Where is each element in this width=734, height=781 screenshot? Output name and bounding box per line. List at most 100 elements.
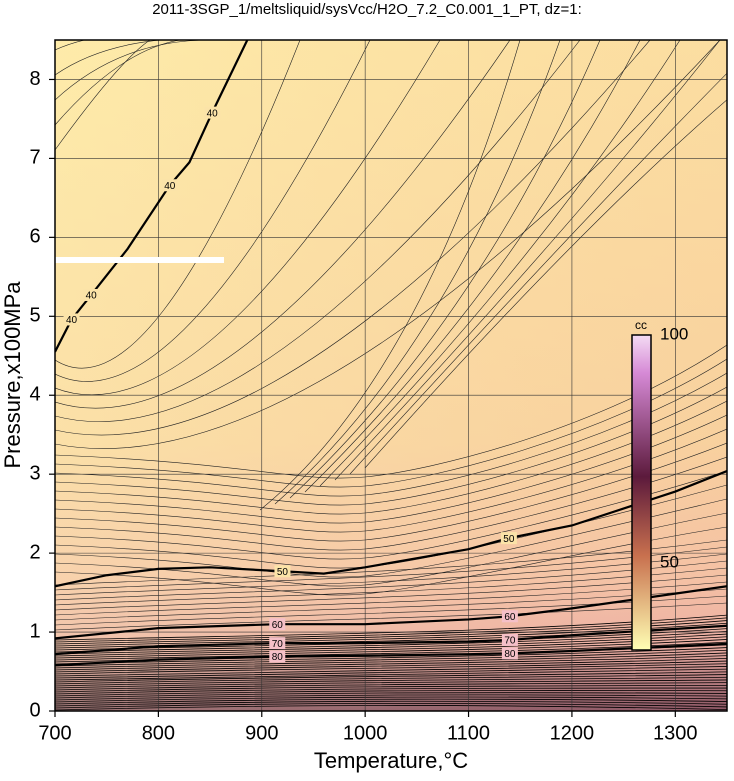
dense-contour xyxy=(55,702,727,709)
thin-contour xyxy=(55,574,727,611)
contour-label: 50 xyxy=(503,534,515,545)
contour-label-bg xyxy=(501,610,518,623)
thin-contour xyxy=(55,40,151,151)
x-tick-label: 1000 xyxy=(343,722,388,744)
colorbar-tick-label: 50 xyxy=(660,553,679,572)
thin-contour xyxy=(259,40,521,511)
thin-contour xyxy=(55,539,727,586)
y-tick-label: 0 xyxy=(29,699,40,721)
y-tick-label: 1 xyxy=(29,620,40,642)
dense-contour xyxy=(55,687,727,695)
colorbar-label: cc xyxy=(635,318,647,332)
thin-contour xyxy=(55,546,727,591)
thin-contour xyxy=(304,40,641,493)
contour-label-bg xyxy=(204,106,221,119)
thin-contour xyxy=(55,588,727,621)
plot-frame xyxy=(54,39,728,712)
thin-contour xyxy=(274,40,561,505)
dense-contour xyxy=(55,679,727,689)
colorbar-tick-label: 100 xyxy=(660,324,688,343)
contour-line xyxy=(55,469,727,588)
contour-label-bg xyxy=(500,532,517,545)
dense-contour xyxy=(55,652,727,669)
x-tick-label: 900 xyxy=(245,722,278,744)
contour-label: 70 xyxy=(272,639,284,650)
thin-contour xyxy=(55,40,651,436)
dense-contour xyxy=(55,705,727,711)
dense-contour xyxy=(55,682,727,691)
dense-contour xyxy=(55,660,727,675)
contour-label: 50 xyxy=(277,567,289,578)
chart-title: 2011-3SGP_1/meltsliquid/sysVcc/H2O_7.2_C… xyxy=(152,1,582,18)
contour-label-bg xyxy=(274,565,291,578)
dense-contour xyxy=(55,694,727,701)
y-tick-label: 3 xyxy=(29,462,40,484)
thin-contour xyxy=(289,40,601,499)
contour-label-bg xyxy=(269,637,286,650)
x-tick-label: 1100 xyxy=(447,722,490,744)
dense-contour xyxy=(55,647,727,665)
dense-contour xyxy=(55,676,727,687)
thin-contour xyxy=(55,560,727,601)
dense-contour xyxy=(55,671,727,683)
dense-contour xyxy=(55,649,727,667)
contour-label: 40 xyxy=(86,291,98,302)
y-tick-label: 2 xyxy=(29,541,40,563)
thin-contour xyxy=(55,40,270,51)
contour-label: 70 xyxy=(504,636,516,647)
contour-label: 60 xyxy=(504,612,516,623)
contour-line xyxy=(55,624,727,656)
contour-label-bg xyxy=(269,650,286,663)
x-tick-label: 1200 xyxy=(550,722,595,744)
contours: 40 40 40 40 50 50 60 60 70 70 80 80 xyxy=(55,40,727,667)
dense-contour xyxy=(55,692,727,699)
y-tick-label: 5 xyxy=(29,305,40,327)
thin-contour xyxy=(55,40,240,76)
contour-label-bg xyxy=(161,179,178,192)
contour-label: 60 xyxy=(272,620,284,631)
thin-contour xyxy=(55,602,727,631)
thin-contour xyxy=(334,40,721,481)
colorbar xyxy=(631,334,652,651)
axes: 700 800 900 1000 1100 1200 1300 0 1 2 3 4 5 6 7 8 xyxy=(29,68,697,745)
thin-contour xyxy=(349,72,727,475)
y-tick-label: 8 xyxy=(29,68,40,90)
x-tick-label: 700 xyxy=(38,722,71,744)
contour-label-bg xyxy=(63,313,80,326)
y-tick-label: 7 xyxy=(29,147,40,169)
thin-contour xyxy=(298,40,300,41)
contour-label-bg xyxy=(83,288,100,301)
contour-label-bg xyxy=(501,633,518,646)
dense-contour xyxy=(55,700,727,707)
contour-label: 80 xyxy=(272,652,284,663)
dense-contour xyxy=(55,690,727,697)
contour-label: 40 xyxy=(207,108,219,119)
contour-label: 80 xyxy=(504,649,516,660)
thin-contour xyxy=(55,40,511,409)
y-axis-label: Pressure,x100MPa xyxy=(0,281,25,469)
thin-contour xyxy=(319,40,681,487)
dense-contour xyxy=(55,698,727,705)
dense-contour xyxy=(55,657,727,673)
grid xyxy=(55,40,727,711)
x-tick-label: 1300 xyxy=(653,722,698,744)
dense-contour xyxy=(55,696,727,703)
dense-contour xyxy=(55,674,727,685)
thin-contour xyxy=(55,40,581,422)
thin-contour xyxy=(55,40,181,126)
y-tick-label: 6 xyxy=(29,226,40,248)
thin-contour xyxy=(55,553,727,596)
contour-line xyxy=(55,642,727,667)
thin-contour xyxy=(55,40,301,369)
thin-contour xyxy=(55,40,211,101)
contour-line xyxy=(55,585,727,640)
x-axis-label: Temperature,°C xyxy=(314,748,468,773)
dense-contour xyxy=(55,655,727,671)
thin-contour xyxy=(55,581,727,616)
thin-contour xyxy=(364,99,727,469)
thin-contour xyxy=(55,567,727,606)
y-tick-label: 4 xyxy=(29,384,40,406)
thin-contour xyxy=(55,40,721,449)
